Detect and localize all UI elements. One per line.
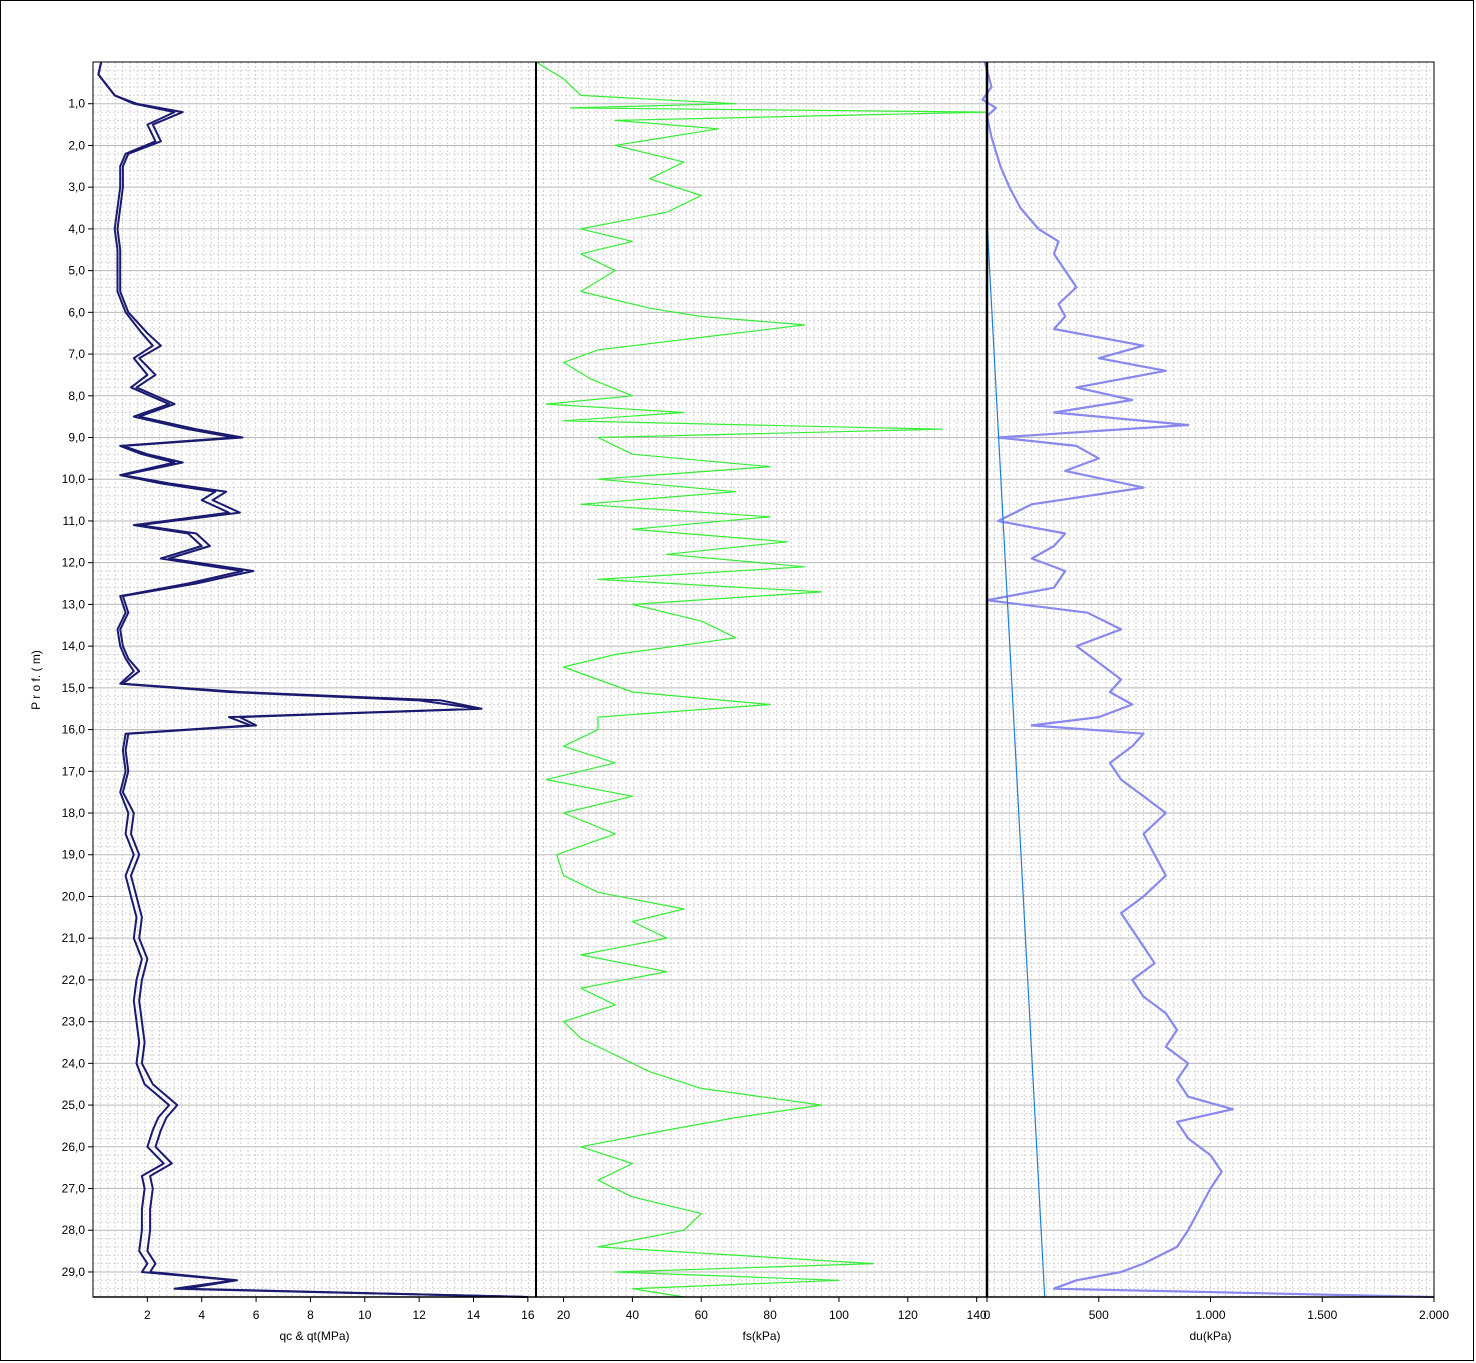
y-tick-label: 16,0 <box>62 723 86 737</box>
y-tick-label: 17,0 <box>62 764 86 778</box>
y-tick-label: 7,0 <box>68 347 85 361</box>
y-tick-label: 29,0 <box>62 1265 86 1279</box>
x-tick-label: 20 <box>557 1308 571 1322</box>
series-line <box>97 61 528 1298</box>
y-tick-label: 19,0 <box>62 848 86 862</box>
y-tick-label: 24,0 <box>62 1056 86 1070</box>
x-tick-label: 2 <box>144 1308 151 1322</box>
y-tick-label: 22,0 <box>62 973 86 987</box>
y-tick-label: 10,0 <box>62 472 86 486</box>
y-tick-label: 8,0 <box>68 389 85 403</box>
x-tick-label: 14 <box>467 1308 481 1322</box>
y-tick-label: 12,0 <box>62 556 86 570</box>
y-axis-label: P r o f. ( m) <box>29 650 43 710</box>
y-tick-label: 1,0 <box>68 97 85 111</box>
y-tick-label: 27,0 <box>62 1182 86 1196</box>
y-tick-label: 4,0 <box>68 222 85 236</box>
x-tick-label: 16 <box>521 1308 535 1322</box>
y-tick-label: 15,0 <box>62 681 86 695</box>
x-tick-label: 1.000 <box>1195 1308 1225 1322</box>
y-tick-label: 6,0 <box>68 305 85 319</box>
series-line <box>981 61 1435 1299</box>
y-tick-label: 26,0 <box>62 1140 86 1154</box>
y-tick-label: 2,0 <box>68 138 85 152</box>
y-tick-label: 11,0 <box>63 514 86 528</box>
x-tick-label: 8 <box>307 1308 314 1322</box>
x-tick-label: 80 <box>763 1308 777 1322</box>
x-axis-label: qc & qt(MPa) <box>279 1329 349 1343</box>
series-line <box>97 61 528 1298</box>
x-tick-label: 4 <box>198 1308 205 1322</box>
y-tick-label: 13,0 <box>62 597 86 611</box>
series-group <box>97 61 1435 1299</box>
x-tick-label: 1.500 <box>1307 1308 1337 1322</box>
x-tick-label: 0 <box>984 1308 991 1322</box>
x-tick-label: 40 <box>626 1308 640 1322</box>
x-tick-label: 6 <box>253 1308 260 1322</box>
grid-lines <box>93 62 1434 1298</box>
y-tick-label: 18,0 <box>62 806 86 820</box>
y-tick-label: 28,0 <box>62 1223 86 1237</box>
labels-group: 2 4 6 8 10 12 14 16 qc & qt(MPa) 20 40 60 80 100 120 14… <box>29 97 1449 1343</box>
y-tick-label: 14,0 <box>62 639 86 653</box>
axes-group <box>88 61 1435 1302</box>
y-tick-label: 23,0 <box>62 1015 86 1029</box>
x-axis-label: du(kPa) <box>1189 1329 1231 1343</box>
x-tick-label: 500 <box>1089 1308 1109 1322</box>
x-tick-label: 10 <box>358 1308 372 1322</box>
y-tick-label: 9,0 <box>68 431 85 445</box>
x-tick-label: 60 <box>695 1308 709 1322</box>
y-tick-label: 20,0 <box>62 889 86 903</box>
x-tick-label: 140 <box>967 1308 987 1322</box>
x-axis-label: fs(kPa) <box>742 1329 780 1343</box>
y-tick-label: 5,0 <box>68 264 85 278</box>
y-tick-label: 3,0 <box>68 180 85 194</box>
series-line <box>535 61 988 1298</box>
x-tick-label: 2.000 <box>1419 1308 1449 1322</box>
x-tick-label: 120 <box>898 1308 918 1322</box>
y-tick-label: 21,0 <box>62 931 86 945</box>
series-line <box>986 220 1046 1298</box>
x-tick-label: 100 <box>829 1308 849 1322</box>
y-tick-label: 25,0 <box>62 1098 86 1112</box>
x-tick-label: 12 <box>412 1308 426 1322</box>
